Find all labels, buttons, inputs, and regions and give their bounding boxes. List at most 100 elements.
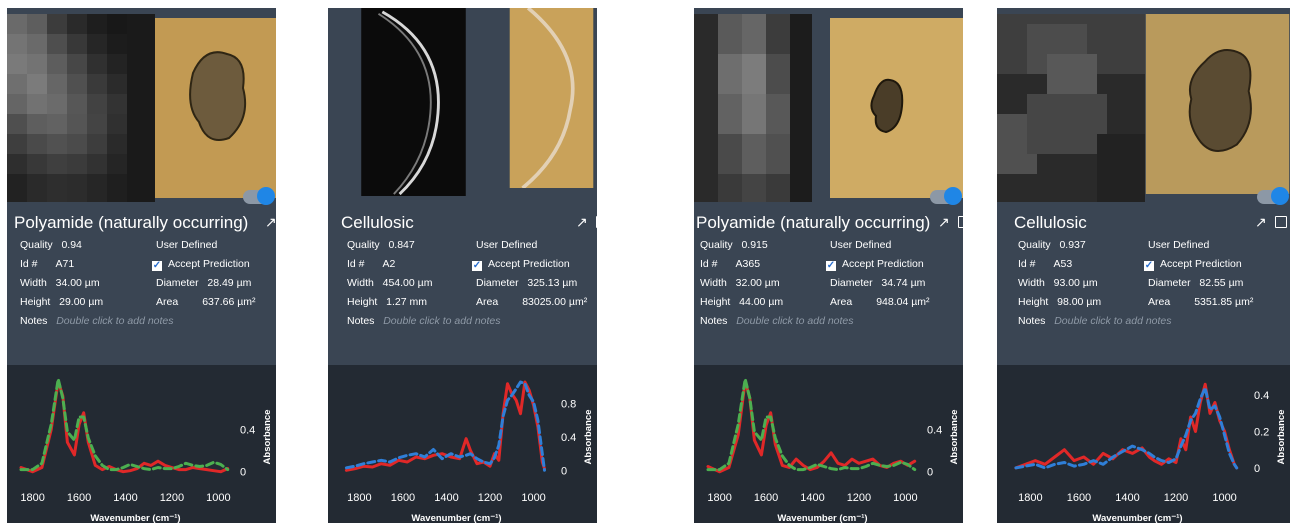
particle-images bbox=[7, 8, 276, 205]
toggle-knob bbox=[944, 187, 962, 205]
spectrum-chart: 1800 1600 1400 1200 1000 0 0.2 0.4 Wavenumber (c… bbox=[997, 365, 1290, 523]
open-external-icon[interactable]: ↗ bbox=[1255, 214, 1267, 230]
popout-icon[interactable] bbox=[1274, 216, 1287, 228]
spectrum-series-reference bbox=[19, 377, 230, 472]
notes-placeholder[interactable]: Double click to add notes bbox=[1054, 315, 1172, 327]
particle-card-4[interactable]: Cellulosic ↗ Quality 0.937 Id # A53 Width… bbox=[997, 8, 1290, 523]
spectrum-plot: 1800 1600 1400 1200 1000 0 0.4 Wavenumber (cm⁻¹… bbox=[706, 377, 960, 523]
x-tick-label: 1800 bbox=[347, 492, 371, 504]
checkbox-checked-icon[interactable]: ✓ bbox=[472, 260, 482, 271]
y-tick-label: 0.4 bbox=[240, 425, 255, 437]
accept-prediction-checkbox[interactable]: ✓ Accept Prediction bbox=[1144, 258, 1242, 271]
id-value: A365 bbox=[735, 258, 761, 270]
accept-toggle[interactable] bbox=[1257, 187, 1289, 205]
y-axis-label: Absorbance bbox=[1276, 410, 1287, 465]
toggle-knob bbox=[1271, 187, 1289, 205]
title-actions: ↗ bbox=[1247, 214, 1287, 231]
accept-toggle[interactable] bbox=[243, 187, 275, 205]
open-external-icon[interactable]: ↗ bbox=[938, 214, 950, 230]
id-value: A53 bbox=[1053, 258, 1073, 270]
y-tick-label: 0 bbox=[561, 465, 567, 477]
user-defined-label: User Defined bbox=[830, 239, 892, 251]
width-value: 32.00 µm bbox=[735, 277, 780, 289]
spectrum-series-measured bbox=[1014, 382, 1239, 470]
checkbox-checked-icon[interactable]: ✓ bbox=[152, 260, 162, 271]
accept-prediction-checkbox[interactable]: ✓ Accept Prediction bbox=[152, 258, 250, 271]
optical-image bbox=[155, 18, 276, 198]
x-tick-label: 1200 bbox=[1164, 492, 1188, 504]
optical-image bbox=[509, 8, 594, 188]
notes-placeholder[interactable]: Double click to add notes bbox=[736, 315, 854, 327]
area-value: 5351.85 µm² bbox=[1194, 296, 1254, 308]
diameter-row: Diameter 82.55 µm bbox=[1148, 277, 1244, 289]
diameter-row: Diameter 325.13 µm bbox=[476, 277, 578, 289]
accept-prediction-checkbox[interactable]: ✓ Accept Prediction bbox=[826, 258, 924, 271]
notes-placeholder[interactable]: Double click to add notes bbox=[383, 315, 501, 327]
x-tick-label: 1800 bbox=[1018, 492, 1042, 504]
notes-placeholder[interactable]: Double click to add notes bbox=[56, 315, 174, 327]
spectrum-plot: 1800 1600 1400 1200 1000 0 0.4 Wavenumber (cm⁻¹… bbox=[19, 377, 273, 523]
spectrum-series-reference bbox=[706, 377, 917, 472]
area-row: Area 637.66 µm² bbox=[156, 296, 256, 308]
popout-icon[interactable] bbox=[957, 216, 963, 228]
open-external-icon[interactable]: ↗ bbox=[265, 214, 276, 230]
x-tick-label: 1000 bbox=[1212, 492, 1236, 504]
area-row: Area 83025.00 µm² bbox=[476, 296, 588, 308]
particle-images bbox=[694, 8, 963, 205]
notes-row[interactable]: Notes Double click to add notes bbox=[20, 315, 174, 327]
x-tick-label: 1000 bbox=[893, 492, 917, 504]
y-axis-label: Absorbance bbox=[262, 410, 273, 465]
user-defined-label: User Defined bbox=[1148, 239, 1210, 251]
spectrum-series-measured bbox=[344, 380, 546, 472]
id-value: A71 bbox=[55, 258, 75, 270]
spectrum-chart: 1800 1600 1400 1200 1000 0 0.4 Wavenumber (cm⁻¹… bbox=[694, 365, 963, 523]
height-row: Height 1.27 mm bbox=[347, 296, 427, 308]
accept-prediction-checkbox[interactable]: ✓ Accept Prediction bbox=[472, 258, 570, 271]
particle-title: Cellulosic bbox=[341, 213, 414, 232]
x-tick-label: 1800 bbox=[20, 492, 44, 504]
particle-title: Cellulosic bbox=[1014, 213, 1087, 232]
particle-card-1[interactable]: Polyamide (naturally occurring) ↗ Qualit… bbox=[7, 8, 276, 523]
area-row: Area 948.04 µm² bbox=[830, 296, 930, 308]
spectrum-series-reference bbox=[1014, 386, 1239, 470]
spectrum-chart: 1800 1600 1400 1200 1000 0 0.4 0.8 Wavenumber (c… bbox=[328, 365, 597, 523]
optical-image bbox=[1145, 14, 1290, 194]
title-actions: ↗ bbox=[930, 214, 963, 231]
diameter-value: 325.13 µm bbox=[527, 277, 578, 289]
checkbox-checked-icon[interactable]: ✓ bbox=[1144, 260, 1154, 271]
y-tick-label: 0.4 bbox=[561, 432, 576, 444]
x-axis-label: Wavenumber (cm⁻¹) bbox=[90, 513, 180, 523]
y-tick-label: 0.4 bbox=[927, 425, 942, 437]
notes-row[interactable]: Notes Double click to add notes bbox=[1018, 315, 1172, 327]
notes-row[interactable]: Notes Double click to add notes bbox=[700, 315, 854, 327]
quality-value: 0.94 bbox=[61, 239, 82, 251]
user-defined-label: User Defined bbox=[476, 239, 538, 251]
width-value: 93.00 µm bbox=[1053, 277, 1098, 289]
y-tick-label: 0 bbox=[1254, 463, 1260, 475]
height-row: Height 44.00 µm bbox=[700, 296, 784, 308]
spectrum-series-reference bbox=[344, 380, 546, 472]
x-tick-label: 1400 bbox=[1115, 492, 1139, 504]
id-row: Id # A2 bbox=[347, 258, 396, 270]
open-external-icon[interactable]: ↗ bbox=[576, 214, 588, 230]
quality-value: 0.915 bbox=[741, 239, 768, 251]
notes-row[interactable]: Notes Double click to add notes bbox=[347, 315, 501, 327]
particle-card-2[interactable]: Cellulosic ↗ Quality 0.847 Id # A2 Width … bbox=[328, 8, 597, 523]
x-tick-label: 1000 bbox=[521, 492, 545, 504]
x-tick-label: 1200 bbox=[160, 492, 184, 504]
particle-card-3[interactable]: Polyamide (naturally occurring) ↗ Qualit… bbox=[694, 8, 963, 523]
optical-image bbox=[830, 18, 963, 198]
accept-toggle[interactable] bbox=[930, 187, 962, 205]
quality-value: 0.937 bbox=[1059, 239, 1086, 251]
spectrum-chart: 1800 1600 1400 1200 1000 0 0.4 Wavenumber (cm⁻¹… bbox=[7, 365, 276, 523]
area-value: 948.04 µm² bbox=[876, 296, 930, 308]
y-tick-label: 0 bbox=[240, 467, 246, 479]
x-tick-label: 1000 bbox=[206, 492, 230, 504]
quality-row: Quality 0.94 bbox=[20, 239, 82, 251]
infrared-pixel-image bbox=[694, 14, 812, 202]
checkbox-checked-icon[interactable]: ✓ bbox=[826, 260, 836, 271]
width-row: Width 32.00 µm bbox=[700, 277, 780, 289]
popout-icon[interactable] bbox=[595, 216, 597, 228]
x-tick-label: 1600 bbox=[67, 492, 91, 504]
infrared-pixel-image bbox=[7, 14, 155, 202]
